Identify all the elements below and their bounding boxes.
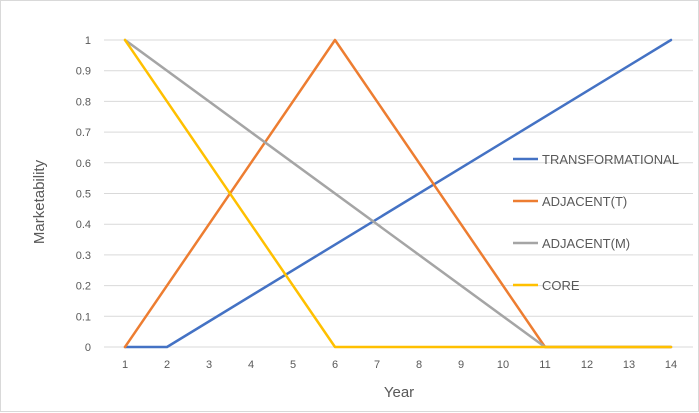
x-tick-label: 7 xyxy=(374,359,380,371)
legend-label: ADJACENT(M) xyxy=(542,236,630,251)
y-tick-label: 0.8 xyxy=(76,96,91,108)
series-line xyxy=(123,38,673,349)
gridlines xyxy=(104,39,693,317)
y-tick-label: 1 xyxy=(85,35,91,47)
y-axis-title: Marketability xyxy=(31,159,48,244)
series-lines xyxy=(123,38,673,349)
y-tick-label: 0 xyxy=(85,342,91,354)
x-tick-label: 3 xyxy=(206,359,212,371)
legend-label: TRANSFORMATIONAL xyxy=(542,152,679,167)
x-tick-label: 12 xyxy=(581,359,593,371)
y-tick-label: 0.6 xyxy=(76,158,91,170)
legend-label: CORE xyxy=(542,278,580,293)
y-tick-label: 0.9 xyxy=(76,66,91,78)
x-tick-label: 10 xyxy=(497,359,509,371)
legend: TRANSFORMATIONAL ADJACENT(T) ADJACENT(M) CO… xyxy=(513,152,679,293)
y-tick-label: 0.4 xyxy=(76,219,91,231)
x-tick-label: 2 xyxy=(164,359,170,371)
x-tick-label: 9 xyxy=(458,359,464,371)
x-tick-label: 13 xyxy=(623,359,635,371)
y-tick-label: 0.5 xyxy=(76,189,91,201)
series-line xyxy=(123,38,673,349)
x-tick-label: 1 xyxy=(122,359,128,371)
x-tick-label: 4 xyxy=(248,359,254,371)
y-tick-label: 0.3 xyxy=(76,250,91,262)
x-tick-label: 5 xyxy=(290,359,296,371)
legend-label: ADJACENT(T) xyxy=(542,194,627,209)
x-tick-label: 6 xyxy=(332,359,338,371)
y-tick-label: 0.1 xyxy=(76,311,91,323)
x-tick-label: 14 xyxy=(665,359,677,371)
x-tick-label: 11 xyxy=(539,359,550,371)
x-axis-title: Year xyxy=(384,384,414,401)
y-tick-label: 0.2 xyxy=(76,281,91,293)
x-tick-label: 8 xyxy=(416,359,422,371)
y-tick-label: 0.7 xyxy=(76,127,91,139)
